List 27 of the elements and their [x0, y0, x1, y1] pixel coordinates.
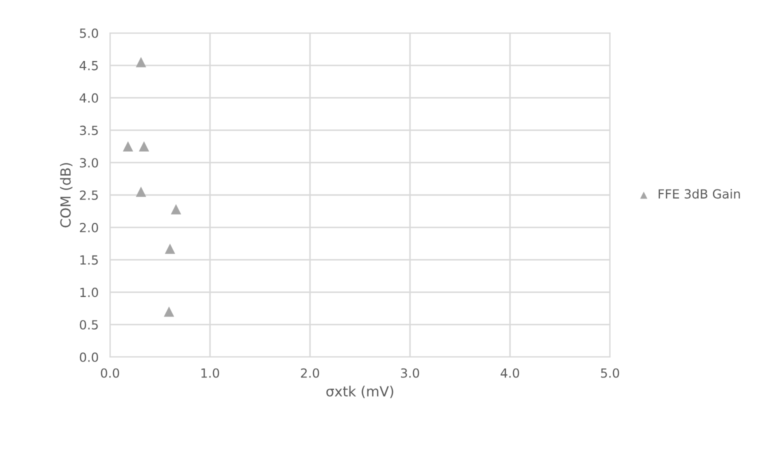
y-tick-label: 0.0	[80, 352, 98, 362]
point	[122, 141, 134, 152]
legend-label: FFE 3dB Gain	[658, 188, 740, 199]
y-tick-label: 4.0	[80, 93, 98, 103]
point	[136, 186, 146, 197]
point	[138, 141, 150, 152]
y-tick-label: 1.0	[80, 288, 98, 298]
point	[170, 204, 182, 214]
y-tick-label: 3.0	[80, 158, 98, 168]
y-tick-label: 2.5	[80, 190, 98, 200]
point	[164, 306, 174, 317]
x-tick-label: 3.0	[401, 368, 420, 378]
x-axis-title: σxtk (mV)	[326, 386, 394, 398]
point	[136, 57, 146, 68]
y-tick-label: 3.5	[80, 126, 98, 136]
y-tick-label: 1.5	[80, 255, 98, 265]
y-tick-label: 2.0	[80, 222, 98, 232]
y-tick-label: 5.0	[80, 28, 98, 38]
y-tick-label: 0.5	[80, 320, 98, 330]
point	[164, 244, 176, 254]
y-tick-label: 4.5	[80, 61, 98, 70]
x-tick-label: 1.0	[201, 368, 220, 378]
x-tick-label: 2.0	[300, 368, 320, 378]
x-tick-label: 4.0	[500, 368, 520, 378]
x-tick-label: 5.0	[601, 368, 620, 378]
y-axis-title: COM (dB)	[60, 163, 72, 228]
x-tick-label: 0.0	[100, 368, 120, 378]
